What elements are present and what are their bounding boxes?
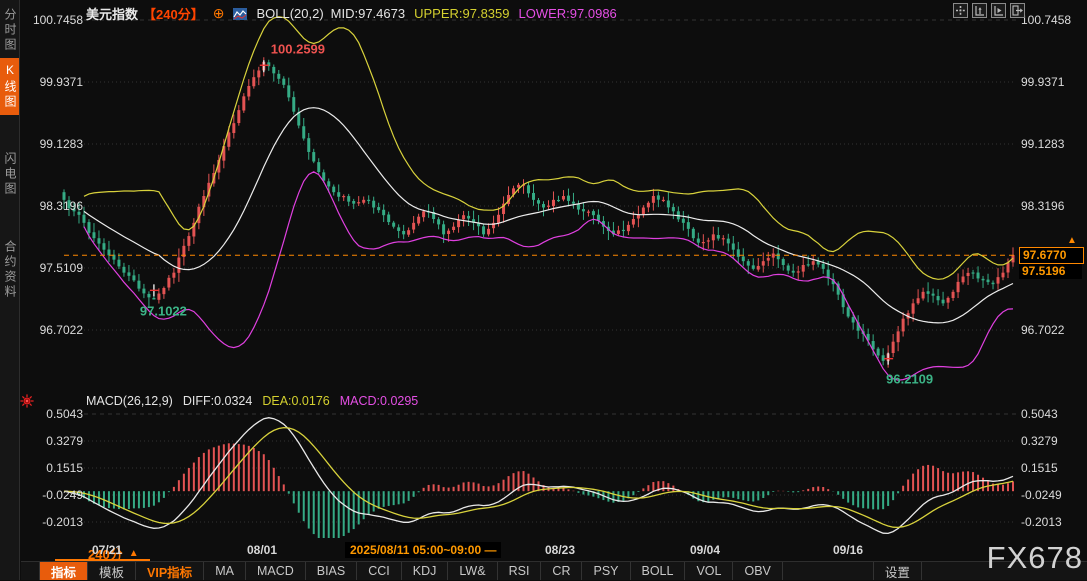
chart-header: 美元指数 【240分】 ⊕ BOLL(20,2) MID:97.4673 UPP…: [86, 4, 617, 23]
x-axis-date: 09/16: [832, 543, 864, 557]
axis-label: 99.9371: [39, 75, 83, 89]
axis-label: 99.9371: [1021, 75, 1065, 89]
toolbar-item-ma[interactable]: MA: [204, 562, 246, 580]
period-up-triangle-icon: ▲: [128, 548, 139, 559]
boll-upper-value: UPPER:97.8359: [414, 6, 510, 21]
axis-label: -0.2013: [42, 515, 83, 529]
period-tab-underline: [55, 559, 150, 561]
toolbar-item-bias[interactable]: BIAS: [306, 562, 358, 580]
axis-label: 0.1515: [46, 461, 83, 475]
previous-price-tag: 97.5196: [1019, 264, 1082, 280]
watermark: FX678: [986, 540, 1083, 575]
svg-text:97.1022: 97.1022: [140, 303, 187, 318]
x-axis-date: 08/23: [544, 543, 576, 557]
toolbar-item-settings[interactable]: 设置: [872, 562, 922, 580]
axis-label: 96.7022: [39, 323, 83, 337]
crosshair-datetime-label: 2025/08/11 05:00~09:00 —: [345, 542, 502, 558]
axis-label: 96.7022: [1021, 323, 1065, 337]
chart-tools: [953, 3, 1025, 18]
macd-header: MACD(26,12,9) DIFF:0.0324 DEA:0.0176 MAC…: [86, 394, 418, 408]
toolbar-item-kdj[interactable]: KDJ: [402, 562, 449, 580]
axis-zoom-right-icon[interactable]: [991, 3, 1006, 18]
sidebar-tab-time-share[interactable]: 分时图: [3, 8, 17, 53]
svg-text:100.2599: 100.2599: [271, 41, 325, 56]
toolbar-item-cr[interactable]: CR: [541, 562, 583, 580]
x-axis-date: 08/01: [246, 543, 278, 557]
macd-dea-value: DEA:0.0176: [262, 394, 330, 408]
axis-label: -0.0249: [42, 488, 83, 502]
sidebar-tab-kline[interactable]: K线图: [0, 58, 19, 115]
axis-label: 0.3279: [1021, 434, 1058, 448]
chart-type-sidebar: 分时图 K线图 闪电图 合约资料: [0, 0, 20, 580]
axis-label: -0.0249: [1021, 488, 1062, 502]
macd-params: MACD(26,12,9): [86, 394, 173, 408]
axis-label: 97.5109: [39, 261, 83, 275]
toolbar-item-vip-indicator[interactable]: VIP指标: [136, 562, 205, 580]
axis-label: 98.3196: [1021, 199, 1065, 213]
x-axis-date: 09/04: [689, 543, 721, 557]
axis-label: 0.5043: [1021, 407, 1058, 421]
toolbar-item-boll[interactable]: BOLL: [631, 562, 686, 580]
toolbar-item-cci[interactable]: CCI: [357, 562, 402, 580]
indicator-toolbar: 指标 模板 VIP指标 MA MACD BIAS CCI KDJ LW& RSI…: [21, 561, 1087, 580]
period-badge[interactable]: 【240分】: [143, 7, 204, 22]
toolbar-item-macd[interactable]: MACD: [246, 562, 306, 580]
x-axis-date: 07/21: [91, 543, 123, 557]
axis-label: 0.5043: [46, 407, 83, 421]
axis-label: 100.7458: [32, 13, 83, 27]
macd-settings-icon[interactable]: [20, 394, 34, 413]
period-tab[interactable]: 240分 ▲: [88, 544, 139, 563]
toolbar-item-obv[interactable]: OBV: [733, 562, 783, 580]
toolbar-item-rsi[interactable]: RSI: [498, 562, 542, 580]
macd-diff-value: DIFF:0.0324: [182, 394, 253, 408]
collapse-icon[interactable]: ⊕: [212, 5, 225, 21]
sidebar-tab-flash[interactable]: 闪电图: [3, 152, 17, 197]
toolbar-item-template[interactable]: 模板: [88, 562, 137, 580]
toolbar-item-lw[interactable]: LW&: [448, 562, 498, 580]
boll-mid-value: MID:97.4673: [330, 6, 406, 21]
svg-text:96.2109: 96.2109: [886, 372, 933, 387]
axis-label: 0.1515: [1021, 461, 1058, 475]
axis-label: 99.1283: [39, 137, 83, 151]
symbol-title: 美元指数: [86, 7, 139, 22]
axis-zoom-up-icon[interactable]: [972, 3, 987, 18]
toolbar-item-indicator[interactable]: 指标: [39, 562, 89, 580]
macd-macd-value: MACD:0.0295: [339, 394, 419, 408]
chart-type-icon[interactable]: [233, 7, 248, 20]
boll-params: BOLL(20,2): [256, 6, 324, 21]
axis-label: 99.1283: [1021, 137, 1065, 151]
axis-label: 100.7458: [1021, 13, 1072, 27]
toolbar-item-vol[interactable]: VOL: [685, 562, 734, 580]
current-price-tag: 97.6770: [1019, 247, 1084, 265]
axis-label: 0.3279: [46, 434, 83, 448]
axis-label: 98.3196: [39, 199, 83, 213]
period-tab-label: 240分: [88, 547, 123, 562]
main-chart-canvas[interactable]: 100.2599 97.1022 96.2109: [0, 0, 1087, 540]
boll-lower-value: LOWER:97.0986: [518, 6, 617, 21]
price-up-arrow-icon: ▲: [1067, 235, 1077, 247]
toolbar-item-psy[interactable]: PSY: [582, 562, 631, 580]
sidebar-tab-contract-info[interactable]: 合约资料: [3, 240, 17, 300]
exit-panel-icon[interactable]: [1010, 3, 1025, 18]
move-tool-icon[interactable]: [953, 3, 968, 18]
axis-label: -0.2013: [1021, 515, 1062, 529]
